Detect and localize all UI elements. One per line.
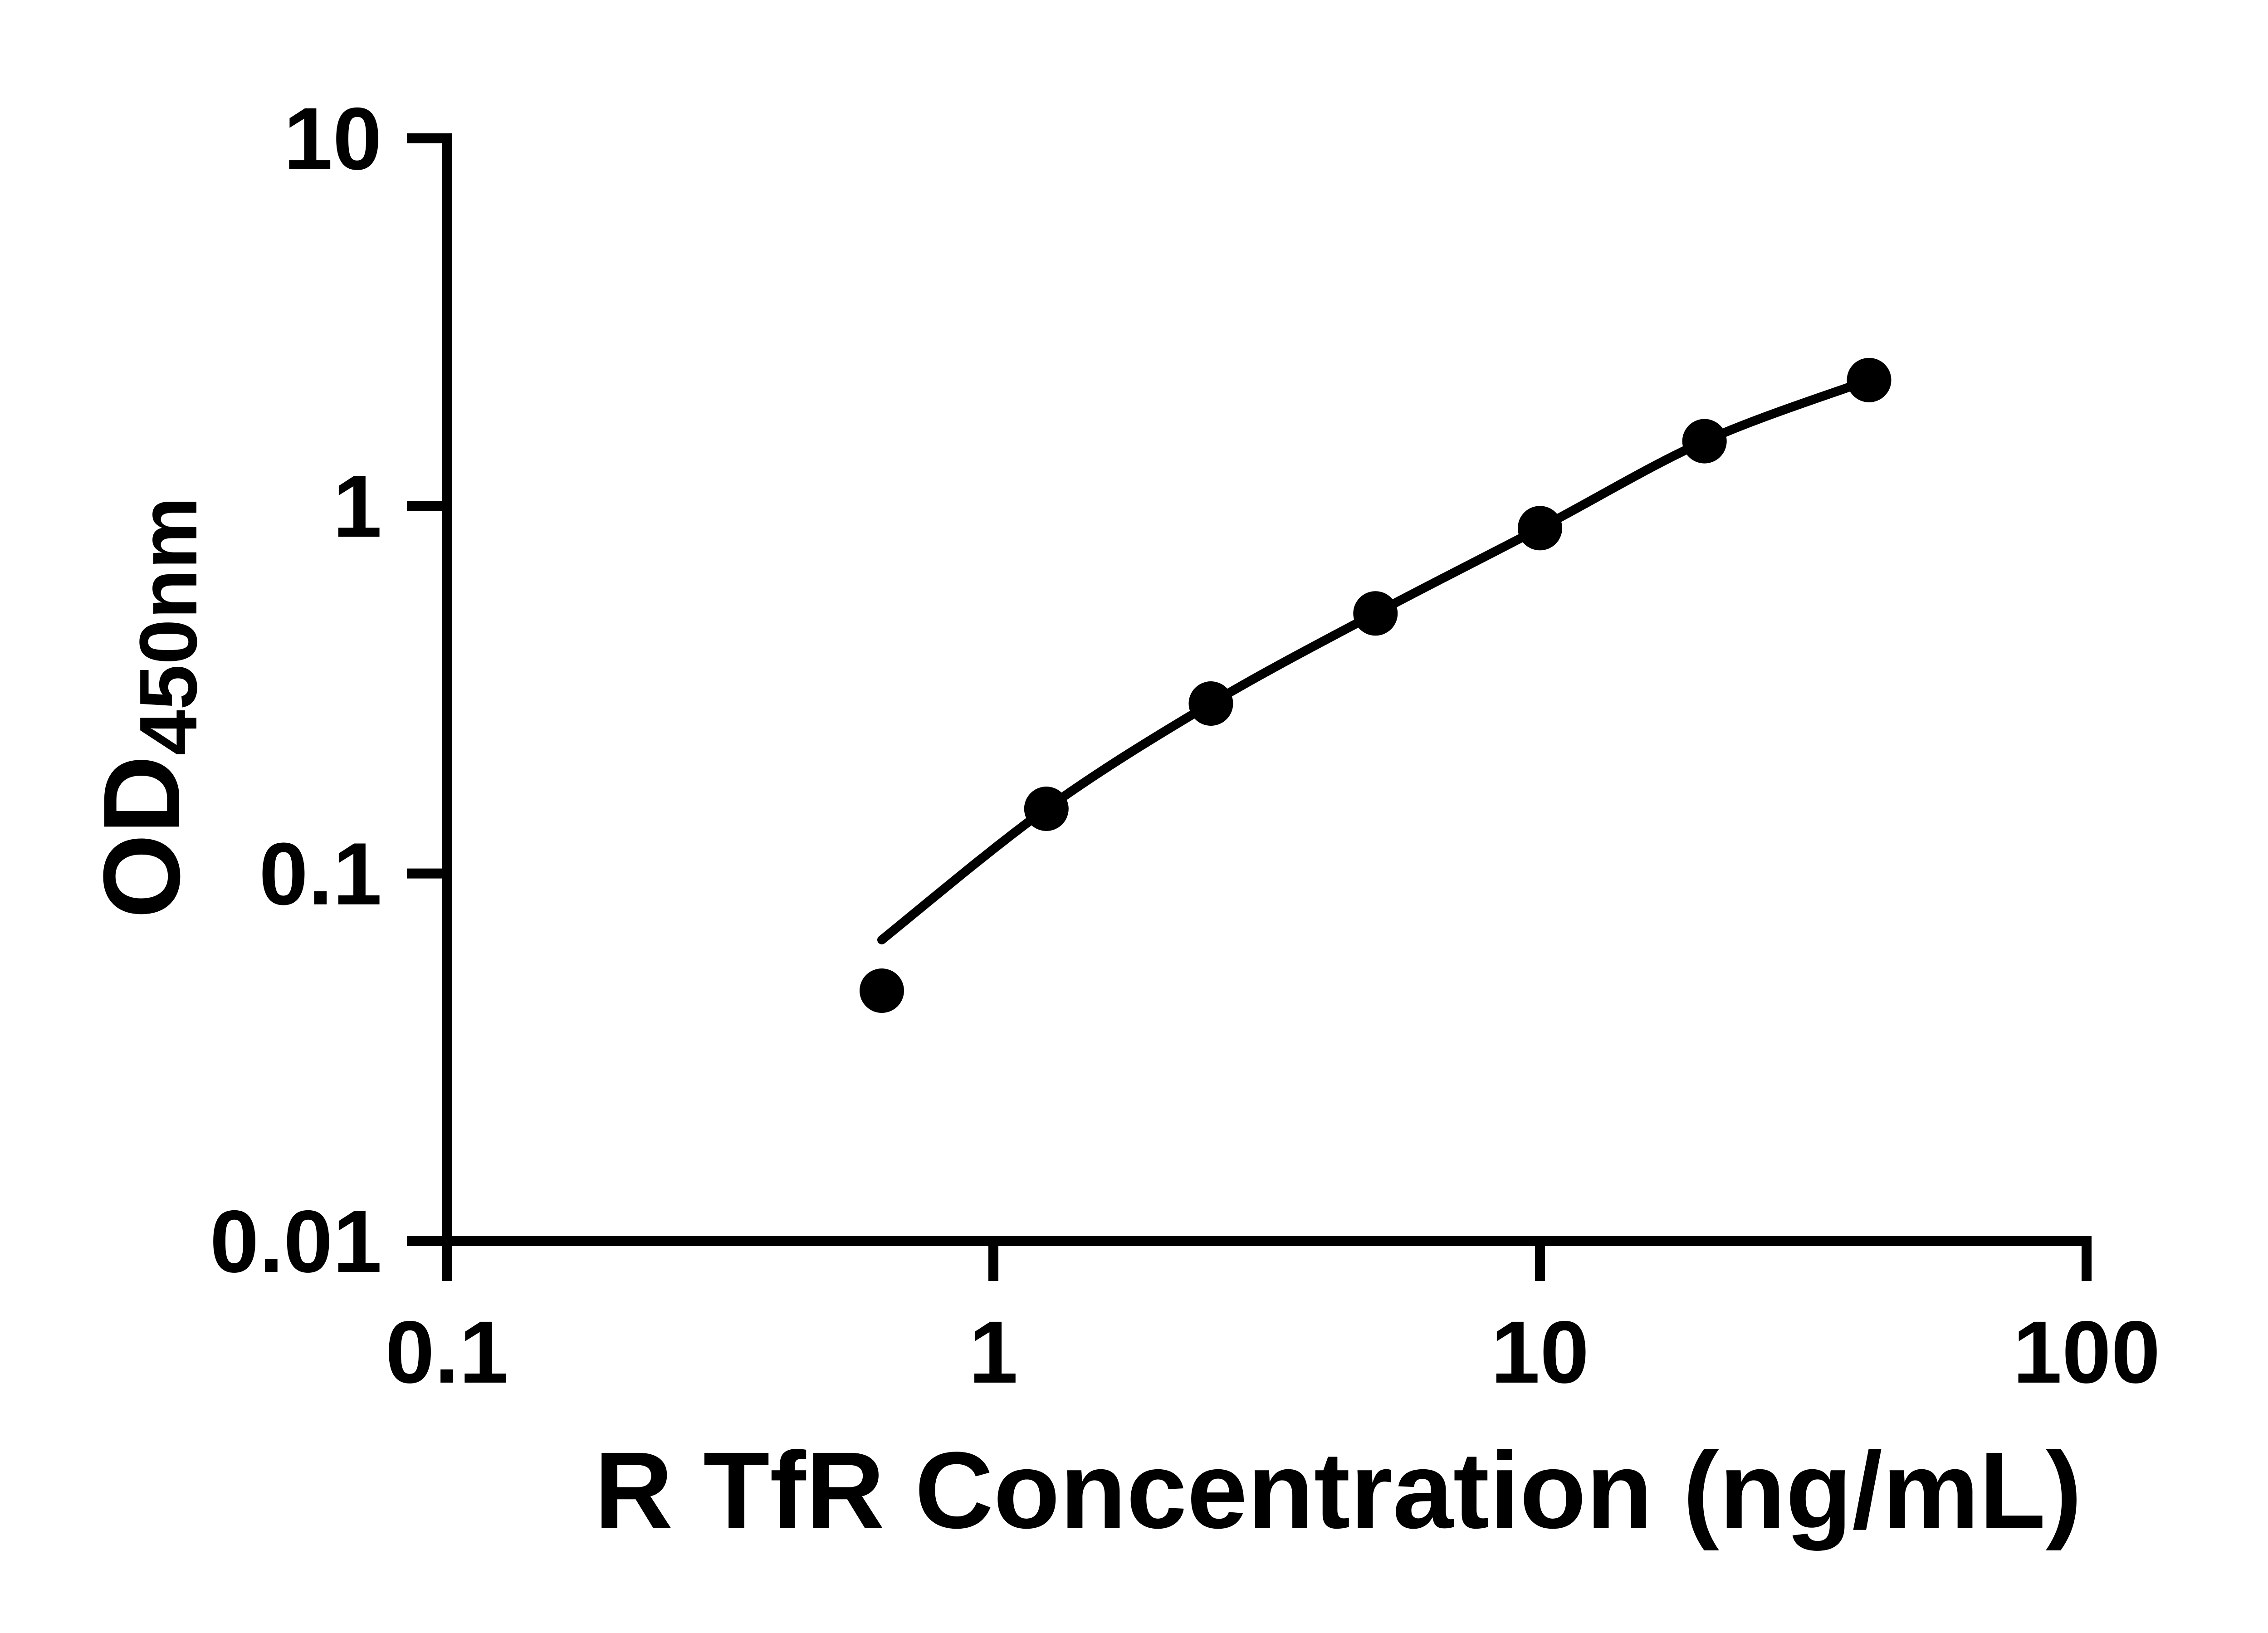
x-axis-tick-labels: 0.1 1 10 100 <box>385 1303 2160 1402</box>
axes <box>442 133 2092 1246</box>
y-axis-ticks <box>407 133 447 1246</box>
x-tick-label-1: 1 <box>969 1303 1018 1402</box>
data-point <box>1353 591 1398 636</box>
data-point <box>1847 357 1892 402</box>
y-axis-title-main: OD <box>81 755 202 919</box>
x-axis-ticks <box>442 1241 2092 1281</box>
x-tick-label-10: 10 <box>1491 1303 1589 1402</box>
data-point <box>1188 681 1233 726</box>
data-point <box>860 968 904 1013</box>
data-point <box>1682 419 1727 464</box>
y-tick-label-0p01: 0.01 <box>210 1192 382 1291</box>
y-axis-title: OD450nm <box>81 497 214 919</box>
y-tick-label-0p1: 0.1 <box>259 825 382 924</box>
data-point <box>1024 787 1069 831</box>
fit-curve-line <box>877 375 1874 944</box>
x-axis-title: R TfR Concentration (ng/mL) <box>594 1429 2082 1551</box>
data-point-markers <box>860 357 1892 1013</box>
y-axis-title-subscript: 450nm <box>123 497 214 755</box>
data-point <box>1518 506 1562 551</box>
x-tick-label-100: 100 <box>2013 1303 2160 1402</box>
y-tick-label-1: 1 <box>333 457 382 556</box>
y-axis-tick-labels: 10 1 0.1 0.01 <box>210 89 382 1291</box>
y-tick-label-10: 10 <box>284 89 382 188</box>
x-tick-label-0p1: 0.1 <box>385 1303 508 1402</box>
